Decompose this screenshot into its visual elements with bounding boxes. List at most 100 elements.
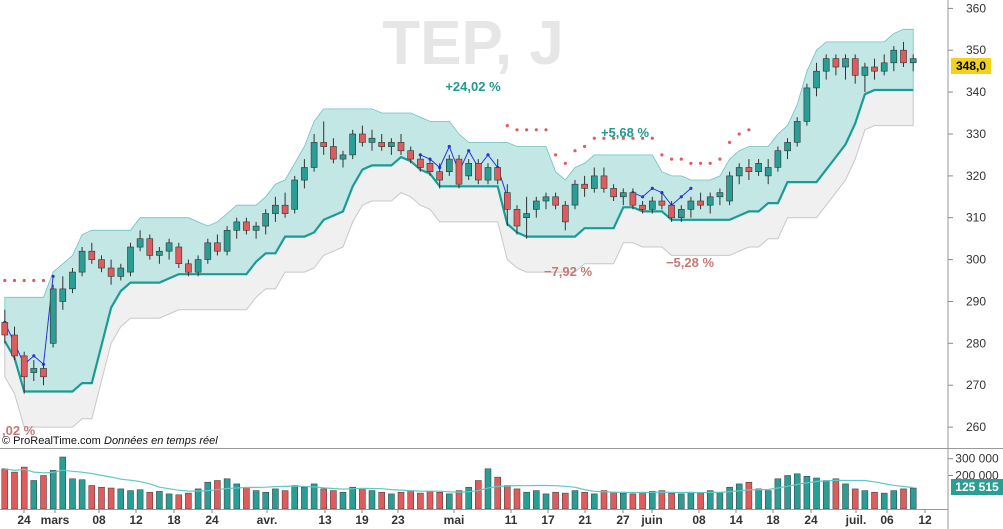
stop-dot — [3, 278, 7, 283]
price-tick-label: 360 — [966, 1, 986, 15]
date-axis: 24 mars 08 12 18 24 avr. 13 19 23 mai 11 17 21 27 juin 0… — [17, 509, 932, 527]
candle-body — [59, 288, 67, 302]
volume-bar — [146, 491, 154, 510]
volume-bar — [668, 492, 675, 510]
candle-body — [204, 242, 212, 260]
price-axis: 260 270 280 290 300 310 320 330 340 350 360 — [948, 1, 986, 434]
volume-bar — [542, 493, 550, 510]
volume-bar — [417, 492, 424, 510]
candle-body — [842, 58, 849, 68]
candle-body — [561, 204, 569, 223]
volume-bar — [784, 475, 791, 510]
candle-body — [455, 158, 463, 185]
candle-body — [146, 238, 154, 256]
candle-body — [871, 66, 878, 72]
candle-body — [600, 175, 608, 189]
date-tick-label: 17 — [541, 513, 555, 527]
candle-body — [78, 250, 86, 273]
volume-bar — [571, 490, 579, 510]
volume-bar — [214, 480, 221, 510]
volume-bar — [716, 491, 724, 510]
date-tick-label: 13 — [318, 513, 332, 527]
candle-body — [214, 242, 221, 252]
annotation-label: −5,28 % — [666, 255, 715, 270]
candle-body — [194, 259, 202, 273]
credit-note: Données en temps réel — [104, 435, 218, 447]
volume-bar — [78, 479, 86, 510]
volume-bar — [49, 470, 57, 510]
candle-body — [281, 204, 289, 214]
volume-bar — [11, 471, 18, 510]
volume-bar — [388, 493, 395, 510]
date-tick-label: juil. — [845, 513, 867, 527]
candle-body — [532, 200, 540, 210]
candle-body — [581, 183, 588, 189]
price-tick-label: 270 — [966, 378, 986, 392]
volume-bar — [378, 491, 385, 510]
candle-body — [378, 142, 386, 147]
stop-dot — [602, 136, 606, 140]
candle-body — [69, 271, 76, 290]
candle-body — [619, 192, 627, 198]
stop-dot — [525, 128, 529, 132]
volume-bar — [562, 492, 569, 510]
last-volume-tag-label: 125 515 — [955, 480, 999, 494]
candle-body — [310, 142, 318, 168]
volume-bar — [591, 493, 598, 510]
trail-line — [420, 145, 508, 197]
candle-body — [610, 188, 617, 198]
stop-dot — [747, 128, 751, 132]
volume-bar — [552, 491, 559, 510]
volume-bar — [764, 490, 772, 510]
candle-body — [320, 142, 328, 147]
volume-bar — [397, 491, 405, 510]
candle-body — [223, 230, 231, 252]
volume-bar — [755, 488, 762, 510]
date-tick-label: 24 — [205, 513, 219, 527]
volume-bar — [194, 488, 202, 510]
stop-dot — [544, 128, 548, 132]
candle-body — [629, 192, 637, 206]
price-tick-label: 260 — [966, 420, 986, 434]
candle-body — [503, 192, 511, 210]
volume-bar — [533, 490, 540, 510]
date-tick-label: 27 — [616, 513, 630, 527]
symbol-watermark: TEP, J — [382, 9, 564, 78]
date-tick-label: 08 — [92, 513, 106, 527]
candle-body — [861, 66, 869, 76]
date-tick-label: 23 — [391, 513, 405, 527]
candle-body — [301, 167, 308, 181]
volume-bar — [136, 489, 144, 510]
stop-dot — [718, 157, 722, 161]
volume-bar — [803, 476, 811, 510]
volume-bar — [600, 490, 608, 510]
stop-dot — [737, 132, 741, 136]
candle-body — [716, 192, 724, 198]
candle-body — [136, 238, 144, 248]
candle-body — [436, 171, 444, 181]
candle-body — [88, 250, 96, 260]
date-tick-label: 12 — [918, 513, 932, 527]
volume-bar — [243, 486, 250, 510]
volume-bar — [706, 490, 714, 510]
candle-body — [890, 49, 898, 64]
volume-bar — [117, 488, 125, 510]
candles — [1, 41, 917, 394]
candle-body — [127, 246, 134, 273]
date-tick-label: mars — [41, 513, 70, 527]
volume-bar — [900, 488, 907, 510]
volume-bar — [523, 491, 530, 510]
volume-bar — [639, 491, 646, 510]
volume-bar — [88, 485, 96, 510]
candle-body — [243, 221, 250, 231]
volume-bar — [465, 486, 472, 510]
date-tick-label: mai — [444, 513, 465, 527]
volume-bar — [165, 493, 173, 510]
volume-bar — [504, 485, 511, 510]
date-tick-label: 14 — [729, 513, 743, 527]
volume-bar — [330, 490, 337, 510]
annotation-label: ,02 % — [2, 423, 36, 438]
last-volume-tag: 125 515 — [951, 479, 1003, 495]
candle-body — [900, 49, 907, 64]
